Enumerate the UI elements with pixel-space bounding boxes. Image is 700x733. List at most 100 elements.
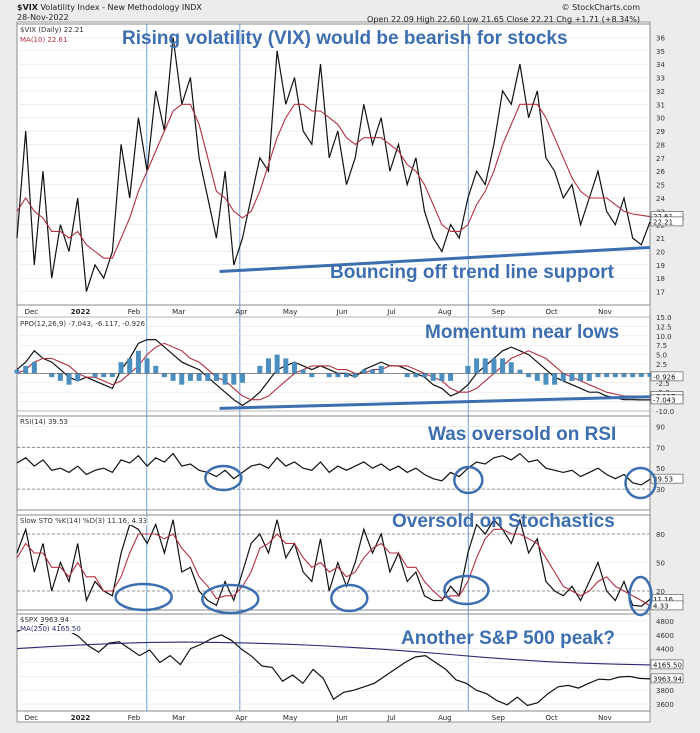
- chart-date: 28-Nov-2022: [17, 13, 69, 22]
- spx-x-label: Jun: [336, 714, 348, 722]
- spx-series-0: [16, 620, 651, 707]
- ppo-histogram-bar: [482, 358, 488, 374]
- spx-badge-box: [650, 659, 684, 670]
- rsi-badge-box: [650, 473, 684, 484]
- spx-y-tick: 3600: [656, 701, 674, 709]
- spx-y-tick: 4400: [656, 646, 674, 654]
- ppo-histogram-bar: [283, 358, 289, 374]
- rsi-y-tick: 30: [656, 486, 665, 494]
- ppo-histogram-bar: [213, 373, 219, 381]
- sto-badge-value: 11.16: [653, 596, 674, 604]
- rsi-oversold-circle-0: [204, 464, 243, 492]
- ppo-y-tick: 7.5: [656, 342, 667, 350]
- ppo-histogram-bar: [14, 369, 20, 374]
- ppo-histogram-bar: [153, 365, 159, 374]
- ppo-histogram-bar: [205, 373, 211, 381]
- ppo-histogram-bar: [187, 373, 193, 381]
- vix-y-tick: 28: [656, 141, 665, 149]
- ppo-histogram-bar: [439, 373, 445, 381]
- vix-badge-value: 22.21: [653, 218, 673, 226]
- ppo-histogram-bar: [335, 373, 341, 378]
- ppo-histogram-bar: [474, 358, 480, 374]
- vix-x-label: Apr: [235, 308, 247, 316]
- ppo-y-tick: 12.5: [656, 323, 672, 331]
- ppo-histogram-bar: [31, 362, 37, 374]
- ppo-histogram-bar: [491, 358, 497, 374]
- rsi-series-0: [16, 452, 651, 486]
- ppo-histogram-bar: [404, 373, 410, 378]
- spx-x-label: Nov: [598, 714, 612, 722]
- ppo-histogram-bar: [534, 373, 540, 381]
- sto-oversold-circle-4: [201, 583, 260, 615]
- ppo-histogram-bar: [326, 373, 332, 378]
- ppo-histogram-bar: [647, 373, 653, 377]
- ppo-histogram-bar: [257, 365, 263, 374]
- ppo-histogram-bar: [135, 350, 141, 374]
- vix-panel: 1718192021222324252627282930313233343536…: [16, 23, 684, 316]
- vix-y-tick: 24: [656, 195, 665, 203]
- vix-x-label: May: [283, 308, 297, 316]
- vix-y-tick: 31: [656, 101, 665, 109]
- ppo-histogram-bar: [92, 373, 98, 378]
- vix-x-label: Jul: [386, 308, 396, 316]
- vix-series-1: [16, 103, 651, 259]
- ppo-badge-value: -7.043: [653, 396, 676, 404]
- vix-y-tick: 19: [656, 262, 665, 270]
- symbol-name: Volatility Index - New Methodology INDX: [40, 3, 202, 12]
- ppo-histogram-bar: [378, 365, 384, 374]
- ppo-histogram-bar: [231, 373, 237, 385]
- vix-y-tick: 33: [656, 75, 665, 83]
- ppo-histogram-bar: [49, 373, 55, 378]
- rsi-panel: 30 50 70 90 39.53: [16, 415, 684, 511]
- vix-y-tick: 27: [656, 155, 665, 163]
- ppo-histogram-bar: [300, 369, 306, 374]
- spx-badge-value: 4165.50: [653, 661, 682, 669]
- vix-x-label: 2022: [71, 308, 91, 316]
- spx-x-label: Apr: [235, 714, 247, 722]
- vix-x-label: Jun: [336, 308, 348, 316]
- ppo-y-tick: -10.0: [656, 408, 674, 416]
- ppo-histogram-bar: [23, 365, 29, 374]
- sto-oversold-circle-3: [114, 582, 173, 612]
- rsi-oversold-circle-1: [453, 465, 484, 495]
- spx-x-label: Dec: [25, 714, 39, 722]
- vix-y-tick: 18: [656, 275, 665, 283]
- ppo-histogram-bar: [500, 358, 506, 374]
- spx-badge-box: [650, 673, 684, 684]
- annotation-vix-title: Rising volatility (VIX) would be bearish…: [122, 28, 568, 49]
- ppo-trendline: [219, 395, 651, 410]
- ppo-histogram-bar: [569, 373, 575, 381]
- spx-panel: 36003800400042004400460048004165.503963.…: [16, 613, 684, 722]
- ppo-histogram-bar: [309, 373, 315, 378]
- vix-series-0: [16, 37, 651, 292]
- ppo-histogram-bar: [526, 373, 532, 378]
- ppo-histogram-bar: [370, 369, 376, 374]
- vix-y-tick: 32: [656, 88, 665, 96]
- rsi-oversold-circle-2: [624, 466, 657, 500]
- vix-y-tick: 29: [656, 128, 665, 136]
- vix-y-tick: 20: [656, 248, 665, 256]
- ppo-badge-value: -0.926: [653, 373, 676, 381]
- vix-x-label: Oct: [546, 308, 558, 316]
- ppo-histogram-bar: [422, 373, 428, 378]
- vix-x-label: Feb: [128, 308, 141, 316]
- vix-y-tick: 17: [656, 289, 665, 297]
- ppo-histogram-bar: [595, 373, 601, 378]
- vix-y-tick: 35: [656, 48, 665, 56]
- annotation-trend: Bouncing off trend line support: [330, 262, 614, 283]
- spx-series-1: [16, 641, 651, 666]
- spx-x-label: 2022: [71, 714, 91, 722]
- spx-x-label: Mar: [172, 714, 185, 722]
- ppo-y-tick: -2.5: [656, 380, 670, 388]
- ppo-y-tick: 15.0: [656, 314, 672, 322]
- ppo-histogram-bar: [430, 373, 436, 381]
- vix-ma-label: MA(10) 22.61: [20, 36, 68, 44]
- spx-x-label: Jul: [386, 714, 396, 722]
- vix-y-tick: 30: [656, 115, 665, 123]
- ppo-histogram-bar: [101, 373, 107, 378]
- ppo-histogram-bar: [179, 373, 185, 385]
- ppo-histogram-bar: [517, 369, 523, 374]
- ppo-histogram-bar: [612, 373, 618, 378]
